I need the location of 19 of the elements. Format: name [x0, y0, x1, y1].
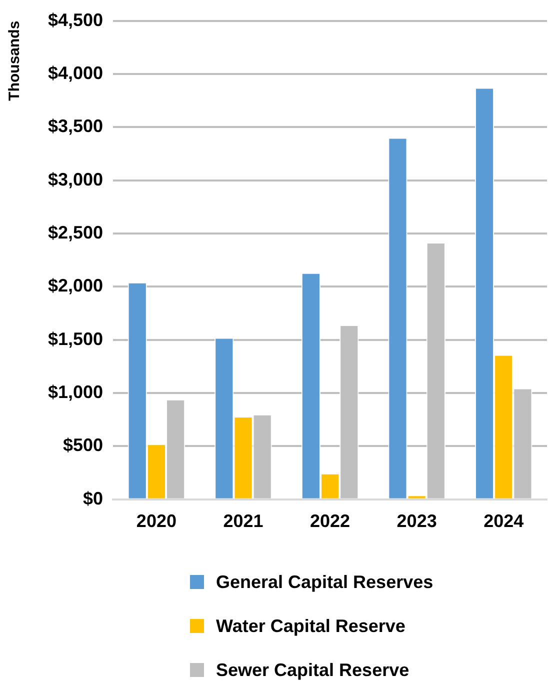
y-tick-label: $500 — [63, 435, 104, 456]
legend-label: General Capital Reserves — [216, 572, 434, 592]
y-axis-title: Thousands — [6, 20, 24, 101]
y-tick-label: $3,500 — [48, 116, 104, 136]
x-tick-label: 2023 — [396, 511, 437, 532]
x-tick-label: 2020 — [136, 511, 176, 532]
x-tick-label: 2024 — [484, 511, 524, 532]
y-tick-label: $4,000 — [48, 62, 104, 83]
x-tick-label: 2021 — [223, 511, 264, 532]
legend-label: Water Capital Reserve — [216, 616, 406, 636]
y-tick-label: $4,500 — [48, 10, 104, 30]
y-tick-label: $1,500 — [48, 328, 104, 349]
y-tick-label: $0 — [83, 488, 104, 508]
y-tick-label: $2,500 — [48, 222, 104, 242]
y-tick-label: $3,000 — [48, 169, 104, 190]
legend-label: Sewer Capital Reserve — [216, 660, 410, 680]
y-tick-label: $2,000 — [48, 276, 104, 296]
x-tick-label: 2022 — [310, 511, 350, 532]
y-tick-label: $1,000 — [48, 382, 104, 402]
